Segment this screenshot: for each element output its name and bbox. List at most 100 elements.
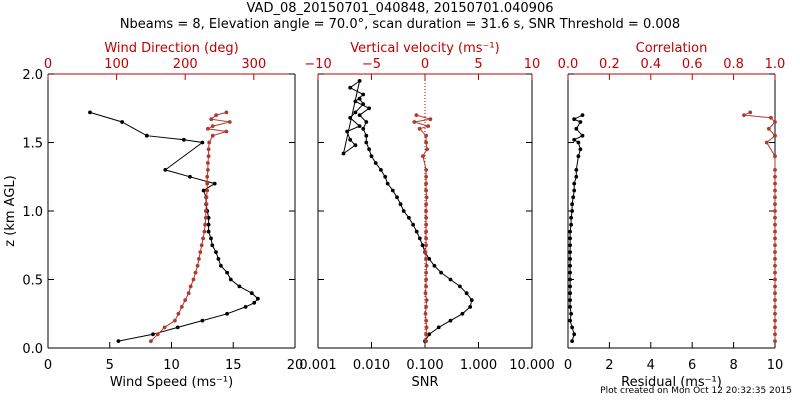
panel-3-series-black-point	[580, 113, 585, 117]
panel-2-series-black-point	[353, 99, 358, 104]
panel-1-series-red-point	[206, 147, 211, 152]
panel-1-series-red-point	[210, 124, 215, 128]
panel-1-series-black-point	[228, 277, 233, 282]
panel-2-series-red-point	[426, 124, 431, 128]
panel-1-series-black-point	[163, 168, 168, 172]
panel-2-series-red-point	[424, 243, 428, 248]
panel-1-series-red-point	[206, 126, 210, 131]
panel-3-series-red-point	[773, 243, 777, 248]
panel-2-series-red-point	[424, 263, 429, 268]
panel-1-series-red-point	[209, 117, 214, 122]
panel-1-series-red-point	[207, 140, 212, 145]
panel-3-series-black-point	[574, 174, 579, 179]
panel-3-series-black-point	[572, 181, 577, 186]
panel-3-series-black-point	[576, 154, 581, 159]
panel-3-series-red-point	[773, 277, 777, 282]
panel-1-series-black-point	[212, 181, 217, 186]
chart-title: VAD_08_20150701_040848, 20150701.040906	[246, 1, 554, 16]
panel-3-series-red-point	[773, 332, 777, 337]
panel-2-top-tick-label: −5	[362, 57, 381, 72]
panel-2-x-axis-label: SNR	[411, 375, 438, 390]
panel-1-top-tick-label: 100	[104, 57, 129, 72]
panel-2-series-black-point	[361, 92, 366, 97]
panel-1-series-black-point	[209, 236, 213, 241]
panel-2-series-red-point	[424, 318, 428, 323]
panel-2-series-black-point	[407, 215, 411, 220]
panel-2-series-black-point	[401, 209, 406, 213]
panel-1-series-red-point	[173, 318, 177, 323]
panel-1-series-red-point	[203, 222, 208, 227]
panel-1-series-black-point	[206, 215, 211, 220]
panel-2-top-tick-label: 10	[524, 57, 541, 72]
panel-1-bottom-tick-label: 5	[106, 358, 114, 373]
panel-1-series-red-point	[183, 298, 188, 302]
panel-2-series-black-point	[341, 151, 346, 156]
panel-3-series-red-point	[764, 140, 769, 145]
panel-2-series-red-point	[412, 120, 417, 124]
panel-3-series-red-point	[773, 270, 777, 275]
panel-1-series-red-point	[195, 263, 200, 268]
panel-2-series-red-point	[423, 250, 428, 255]
panel-3-top-tick-label: 0.6	[682, 57, 703, 72]
panel-3-series-black-point	[572, 188, 577, 193]
panel-1-series-red-point	[162, 325, 167, 330]
panel-2-top-axis-label: Vertical velocity (ms⁻¹)	[350, 41, 499, 56]
panel-2-series-red-point	[424, 277, 428, 282]
panel-1-series-red-point	[214, 113, 219, 117]
panel-2-series-black-point	[469, 298, 474, 302]
panel-2-series-black-point	[361, 126, 366, 131]
panel-2-series-red-point	[424, 215, 428, 220]
panel-1-series-black-point	[116, 339, 121, 343]
panel-2-series-red-point	[414, 113, 419, 117]
panel-1-top-tick-label: 300	[241, 57, 266, 72]
panel-1-bottom-tick-label: 10	[163, 358, 180, 373]
panel-3-series-black-point	[570, 202, 574, 207]
panel-3-series-black-point	[574, 126, 579, 131]
panel-2-series-red-point	[425, 147, 429, 152]
panel-2-series-red-point	[424, 270, 428, 275]
panel-3-series-black-point	[569, 215, 573, 220]
panel-1-series-red-point	[205, 181, 210, 186]
panel-1-series-black-point	[188, 174, 192, 179]
panel-2-series-red-point	[424, 257, 428, 261]
panel-3-series-red-point	[773, 284, 777, 289]
chart-subtitle: Nbeams = 8, Elevation angle = 70.0°, sca…	[119, 17, 681, 32]
panel-3-series-red-point	[773, 120, 777, 124]
panel-1-series-black-point	[243, 305, 248, 309]
panel-1-series-black-point	[206, 222, 211, 227]
panel-1-series-red-point	[193, 270, 198, 275]
panel-1-series-black-point	[201, 188, 206, 193]
panel-2-series-red-point	[424, 332, 428, 337]
panel-1-series-red-point	[227, 120, 232, 124]
panel-1-series-black-point	[252, 300, 257, 305]
panel-2-series-red-point	[423, 291, 428, 296]
panel-3-bottom-tick-label: 8	[729, 358, 737, 373]
panel-3-series-black-point	[568, 236, 572, 241]
panel-3-series-red-point	[773, 209, 777, 213]
panel-3-series-red-point	[773, 202, 777, 207]
panel-3-series-red-point	[773, 181, 777, 186]
panel-3-series-red-point	[773, 133, 777, 138]
panel-3-top-tick-label: 1.0	[765, 57, 786, 72]
panel-1-top-tick-label: 200	[173, 57, 198, 72]
panel-3-series-red-point	[766, 126, 771, 131]
panel-3-series-red-point	[773, 311, 777, 316]
panel-2-series-black-point	[460, 311, 465, 316]
panel-2-series-black-point	[364, 140, 369, 145]
panel-1-series-black-point	[219, 263, 223, 268]
panel-2-series-black-point	[390, 188, 395, 193]
panel-3-series-black-point	[576, 140, 581, 145]
panel-3-series-red-point	[773, 188, 777, 193]
panel-2-series-black-point	[345, 129, 349, 134]
panel-3-series-black-point	[572, 137, 577, 142]
panel-3-bottom-tick-label: 10	[767, 358, 784, 373]
panel-2-series-black-point	[357, 79, 362, 83]
panel-2-series-red-point	[424, 195, 429, 200]
panel-2-series-red-point	[424, 168, 428, 172]
panel-1-series-black-point	[256, 296, 260, 301]
panel-3-series-red-point	[742, 113, 746, 117]
panel-3-series-red-point	[773, 305, 777, 309]
panel-2-series-red-point	[424, 188, 428, 193]
panel-2-bottom-tick-label: 0.010	[353, 358, 390, 373]
panel-3-top-tick-label: 0.2	[599, 57, 620, 72]
